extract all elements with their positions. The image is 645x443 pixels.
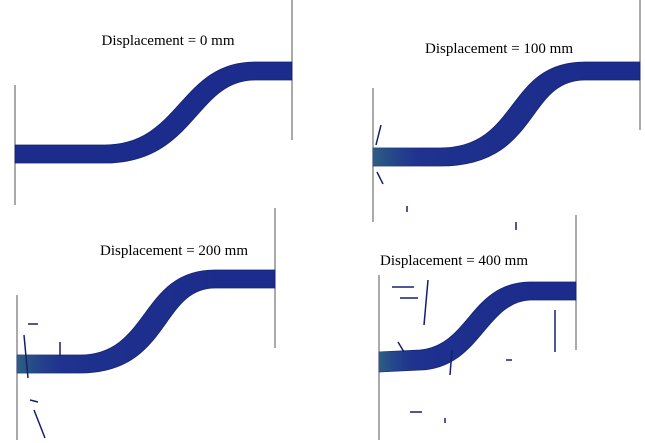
fragment [30, 400, 38, 402]
pipe [15, 62, 292, 163]
panel: Displacement = 0 mm [15, 0, 292, 205]
panel-label: Displacement = 100 mm [425, 41, 573, 57]
panel-label: Displacement = 0 mm [101, 33, 234, 49]
panel: Displacement = 200 mm [17, 208, 275, 440]
fragment [377, 172, 383, 184]
fragment [398, 342, 404, 352]
pipe-tint [379, 282, 576, 372]
pipe-tint [17, 270, 275, 373]
panel: Displacement = 400 mm [379, 215, 576, 440]
fragment [424, 280, 428, 325]
figure: Displacement = 0 mm Displacement = 100 m… [0, 0, 645, 443]
panel: Displacement = 100 mm [373, 0, 640, 230]
fragment [376, 125, 381, 145]
panel-label: Displacement = 400 mm [380, 253, 528, 269]
fragment [34, 410, 45, 438]
panel-label: Displacement = 200 mm [100, 243, 248, 259]
pipe-tint [373, 62, 640, 166]
